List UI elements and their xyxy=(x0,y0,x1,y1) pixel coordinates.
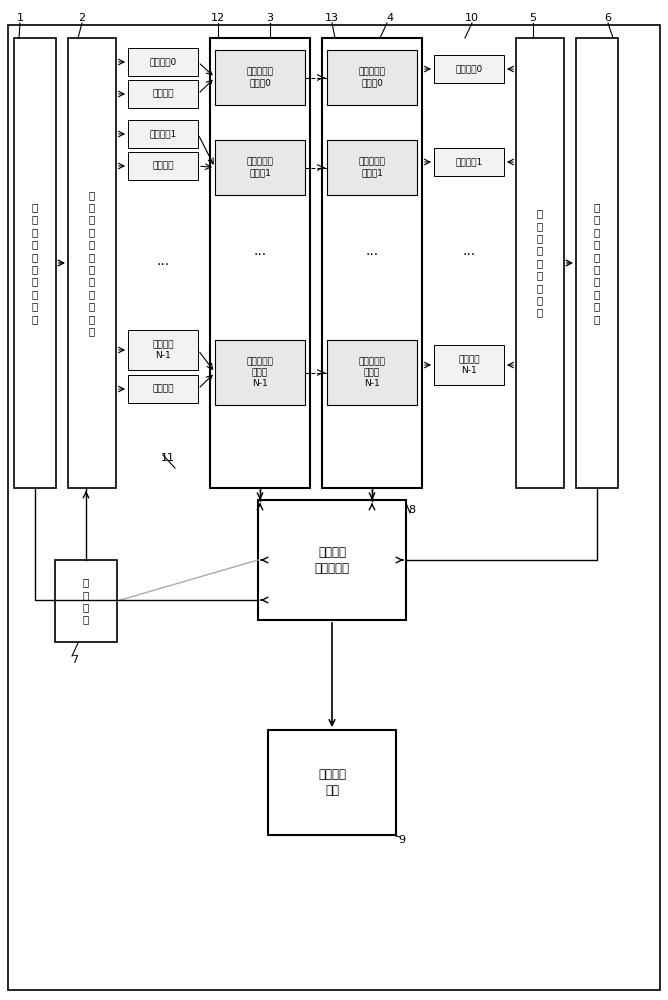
Text: 13: 13 xyxy=(325,13,339,23)
Text: 发
射
端
压
力
传
感
器
模
块: 发 射 端 压 力 传 感 器 模 块 xyxy=(32,202,38,324)
Text: 6: 6 xyxy=(605,13,611,23)
Text: 超声波发射
子阵列
N-1: 超声波发射 子阵列 N-1 xyxy=(246,357,273,388)
Text: 发射使能: 发射使能 xyxy=(152,384,174,393)
Bar xyxy=(14,38,56,488)
Text: 供电开关1: 供电开关1 xyxy=(456,157,482,166)
Bar xyxy=(268,730,396,835)
Text: 数据传输
模块: 数据传输 模块 xyxy=(318,768,346,797)
Text: 供电开关
N-1: 供电开关 N-1 xyxy=(152,340,174,360)
Bar xyxy=(215,340,305,405)
Text: 9: 9 xyxy=(398,835,405,845)
Bar xyxy=(68,38,116,488)
Text: 超声波接收
子阵列1: 超声波接收 子阵列1 xyxy=(359,157,385,178)
Text: 供电开关0: 供电开关0 xyxy=(150,57,176,66)
Bar xyxy=(55,560,117,642)
Bar xyxy=(215,50,305,105)
Bar xyxy=(434,345,504,385)
Text: 接
收
工
作
组
选
通
模
块: 接 收 工 作 组 选 通 模 块 xyxy=(537,208,543,318)
Text: 超声波接收
子阵列0: 超声波接收 子阵列0 xyxy=(359,67,385,88)
Text: 10: 10 xyxy=(465,13,479,23)
Bar xyxy=(327,50,417,105)
Bar xyxy=(434,55,504,83)
Text: 发射使能: 发射使能 xyxy=(152,161,174,170)
Text: 供电开关0: 供电开关0 xyxy=(456,64,482,74)
Text: 同
步
模
块: 同 步 模 块 xyxy=(83,577,89,625)
Text: 11: 11 xyxy=(161,453,175,463)
Bar xyxy=(128,330,198,370)
Text: 超声波发射
子阵列1: 超声波发射 子阵列1 xyxy=(246,157,273,178)
Text: 12: 12 xyxy=(211,13,225,23)
Bar xyxy=(327,140,417,195)
Bar xyxy=(322,38,422,488)
Text: 发射使能: 发射使能 xyxy=(152,90,174,99)
Text: ···: ··· xyxy=(253,248,267,262)
Bar xyxy=(576,38,618,488)
Text: 3: 3 xyxy=(267,13,273,23)
Text: 5: 5 xyxy=(530,13,536,23)
Text: 4: 4 xyxy=(386,13,393,23)
Text: 数据采集
及处理模块: 数据采集 及处理模块 xyxy=(315,546,349,574)
Bar xyxy=(516,38,564,488)
Text: 供电开关
N-1: 供电开关 N-1 xyxy=(458,355,480,375)
Text: 接
收
端
压
力
传
感
器
模
块: 接 收 端 压 力 传 感 器 模 块 xyxy=(594,202,600,324)
Text: 1: 1 xyxy=(17,13,23,23)
Bar xyxy=(128,152,198,180)
Bar xyxy=(128,375,198,403)
Bar xyxy=(210,38,310,488)
Bar xyxy=(128,120,198,148)
Text: ···: ··· xyxy=(156,258,170,272)
Text: ···: ··· xyxy=(365,248,379,262)
Text: 2: 2 xyxy=(78,13,86,23)
Text: 超声波接收
子阵列
N-1: 超声波接收 子阵列 N-1 xyxy=(359,357,385,388)
Text: 8: 8 xyxy=(408,505,415,515)
Text: ···: ··· xyxy=(462,248,476,262)
Text: 供电开关1: 供电开关1 xyxy=(150,129,176,138)
Text: 7: 7 xyxy=(71,655,79,665)
Bar xyxy=(434,148,504,176)
Bar xyxy=(128,80,198,108)
Text: 超声波发射
子阵列0: 超声波发射 子阵列0 xyxy=(246,67,273,88)
Bar xyxy=(215,140,305,195)
Bar xyxy=(128,48,198,76)
Bar xyxy=(258,500,406,620)
Text: 发
射
工
作
组
选
通
及
使
能
模
块: 发 射 工 作 组 选 通 及 使 能 模 块 xyxy=(89,190,95,336)
Bar xyxy=(327,340,417,405)
